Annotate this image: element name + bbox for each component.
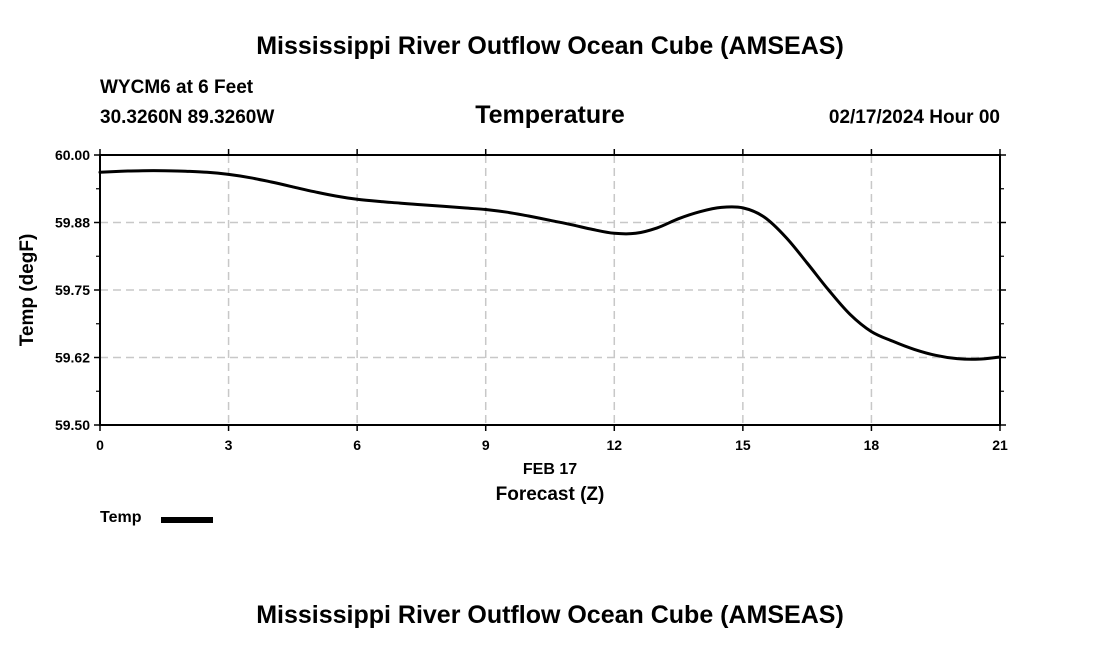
station-location: 30.3260N 89.3260W (100, 107, 275, 128)
valid-time: 02/17/2024 Hour 00 (828, 107, 1000, 128)
station-name: WYCM6 at 6 Feet (100, 77, 254, 98)
y-tick-label: 60.00 (55, 147, 90, 163)
tick-labels: 59.50 59.62 59.75 59.88 60.00 0 3 6 9 12 15 18 21 (55, 147, 1008, 453)
y-axis-label: Temp (degF) (17, 234, 38, 347)
chart-title: Mississippi River Outflow Ocean Cube (AM… (256, 32, 844, 60)
x-tick-label: 9 (482, 437, 490, 453)
x-tick-label: 6 (353, 437, 361, 453)
x-tick-label: 12 (606, 437, 622, 453)
series-line-temp (98, 169, 1002, 361)
axis-ticks (94, 149, 1006, 431)
legend-swatch (161, 517, 213, 523)
x-tick-label: 0 (96, 437, 104, 453)
x-tick-label: 3 (225, 437, 233, 453)
x-tick-label: 18 (864, 437, 880, 453)
grid-lines (100, 154, 1000, 426)
legend-label: Temp (100, 509, 142, 526)
y-tick-label: 59.50 (55, 417, 90, 433)
x-tick-label: 21 (992, 437, 1008, 453)
x-axis-date-label: FEB 17 (523, 461, 577, 478)
y-tick-label: 59.75 (55, 282, 90, 298)
y-tick-label: 59.88 (55, 215, 90, 231)
panel-title: Temperature (475, 101, 625, 129)
x-axis-label: Forecast (Z) (496, 484, 605, 505)
x-tick-label: 15 (735, 437, 751, 453)
footer-title: Mississippi River Outflow Ocean Cube (AM… (256, 601, 844, 629)
y-tick-label: 59.62 (55, 350, 90, 366)
